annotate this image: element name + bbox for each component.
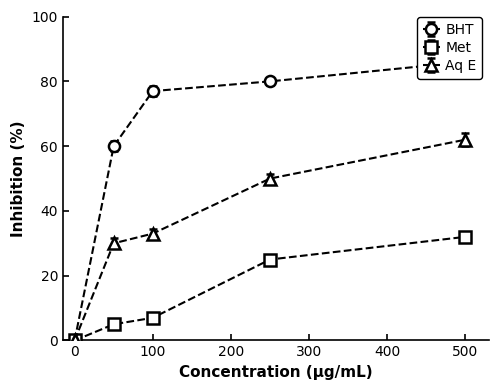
Legend: BHT, Met, Aq E: BHT, Met, Aq E [418,17,482,79]
Y-axis label: Inhibition (%): Inhibition (%) [11,120,26,237]
X-axis label: Concentration (μg/mL): Concentration (μg/mL) [179,365,372,380]
